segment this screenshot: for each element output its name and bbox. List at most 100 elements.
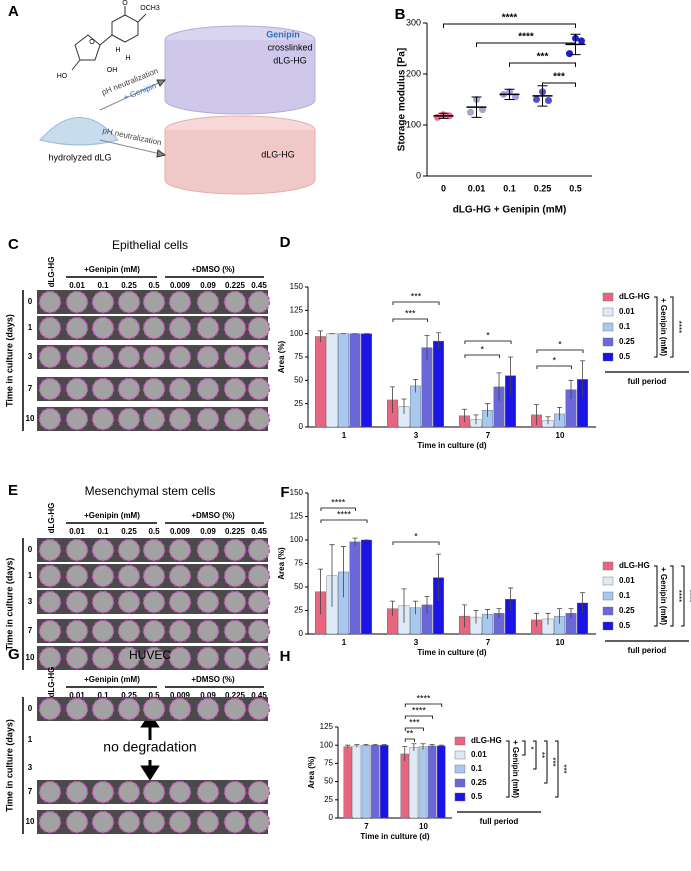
bar (361, 539, 372, 635)
legend-bracket (506, 740, 510, 798)
well (38, 290, 62, 314)
column-label: 0.5 (148, 281, 160, 290)
error-bar (533, 612, 539, 627)
error-bar (354, 744, 360, 748)
well (223, 290, 247, 314)
row-label: 3 (28, 597, 33, 606)
x-tick-label: 0.25 (534, 183, 552, 193)
well (38, 697, 62, 721)
well (196, 564, 220, 588)
well (38, 538, 62, 562)
significance-label: **** (685, 590, 691, 602)
well (117, 619, 141, 643)
label: +Genipin (mM) (84, 265, 140, 274)
label: full period (628, 377, 667, 386)
well (142, 697, 166, 721)
panel-letter: G (8, 646, 20, 663)
well (91, 377, 115, 401)
well (117, 697, 141, 721)
significance-label: * (414, 531, 418, 541)
label: dLG-HG (261, 149, 295, 159)
well (38, 780, 62, 804)
legend-bracket (522, 740, 526, 756)
well (247, 646, 271, 670)
legend-bracket (681, 565, 685, 627)
well (142, 345, 166, 369)
y-tick-label: 150 (290, 488, 304, 497)
x-tick-label: 1 (342, 431, 347, 440)
x-tick-label: 7 (364, 822, 369, 831)
well (65, 377, 89, 401)
label: dLG-HG (273, 55, 307, 65)
well (196, 290, 220, 314)
error-bar (401, 588, 407, 623)
column-label: 0.09 (200, 281, 216, 290)
label: + Genipin (mM) (659, 567, 668, 625)
well (196, 407, 220, 431)
well (168, 810, 192, 834)
legend-swatch (602, 561, 614, 571)
well (117, 810, 141, 834)
legend-label: 0.01 (471, 750, 487, 759)
significance-label: * (526, 746, 535, 749)
well (223, 316, 247, 340)
well (65, 590, 89, 614)
well (223, 407, 247, 431)
column-label: 0.09 (200, 691, 216, 700)
legend-bracket (533, 740, 537, 770)
error-bar (402, 746, 408, 762)
legend-label: 0.25 (471, 778, 487, 787)
significance-label: *** (553, 72, 565, 83)
well (196, 590, 220, 614)
atom-label: H (125, 55, 130, 62)
legend-swatch (602, 352, 614, 362)
well (223, 619, 247, 643)
well (65, 345, 89, 369)
error-bar (473, 414, 479, 425)
label: hydrolyzed dLG (48, 152, 111, 162)
well (196, 345, 220, 369)
significance-label: **** (331, 497, 346, 507)
significance-bracket (404, 727, 424, 731)
well (38, 619, 62, 643)
error-bar (345, 744, 351, 749)
significance-label: * (558, 339, 562, 349)
error-bar (389, 600, 395, 617)
well (142, 538, 166, 562)
legend-swatch (454, 736, 466, 746)
y-tick-label: 125 (320, 722, 334, 731)
y-tick-label: 300 (406, 17, 421, 27)
legend-label: 0.1 (471, 764, 483, 773)
well (91, 538, 115, 562)
significance-label: **** (674, 590, 683, 602)
legend-bracket (670, 296, 674, 358)
label: pH neutralization (102, 126, 163, 147)
significance-label: *** (405, 308, 416, 318)
well (91, 345, 115, 369)
well (65, 564, 89, 588)
row-label: 1 (28, 323, 33, 332)
column-label: 0.01 (69, 691, 85, 700)
bar (361, 745, 371, 819)
error-bar (508, 587, 514, 611)
well (142, 316, 166, 340)
error-bar (372, 744, 378, 746)
legend-label: 0.1 (619, 591, 631, 600)
legend-label: 0.25 (619, 606, 635, 615)
data-point (545, 97, 552, 105)
legend-swatch (602, 576, 614, 586)
bar (315, 336, 326, 428)
legend-bracket (654, 296, 658, 358)
x-tick-label: 7 (486, 431, 491, 440)
error-bar (496, 372, 502, 401)
error-bar (580, 360, 586, 399)
bar (379, 745, 389, 819)
well (38, 316, 62, 340)
label: Area (%) (277, 547, 286, 580)
x-tick-label: 0.1 (503, 183, 516, 193)
label: + Genipin (mM) (511, 740, 520, 798)
well (247, 810, 271, 834)
row-label: 0 (28, 297, 33, 306)
significance-label: **** (502, 13, 518, 24)
